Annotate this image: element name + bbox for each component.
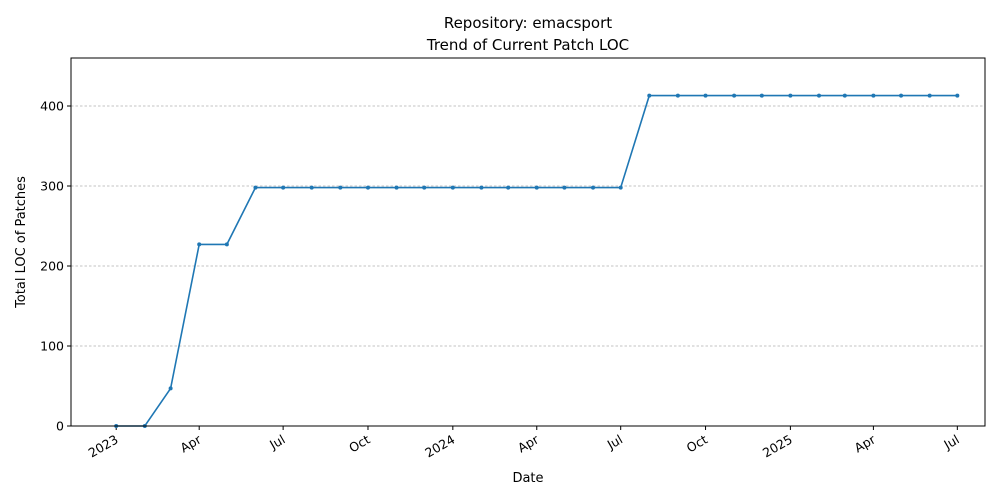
data-point [168,386,173,391]
data-point [422,185,427,190]
x-tick-label: Apr [515,431,542,455]
data-point [197,242,202,247]
x-axis-ticks: 2023 Apr Jul Oct 2024 Apr Jul Oct 2025 Apr Jul [86,426,962,461]
data-point [899,93,904,98]
chart-title-line1: Repository: emacsport [444,14,612,32]
x-tick-label: Jul [266,432,287,453]
data-point [534,185,539,190]
data-point [871,93,876,98]
x-tick-label: Apr [852,431,879,455]
data-point [788,93,793,98]
plot-frame [70,57,986,427]
data-point [506,185,511,190]
data-point [224,242,229,247]
data-point [927,93,932,98]
data-point [479,185,484,190]
x-tick-label: Jul [940,432,961,453]
x-tick-label: Apr [177,431,204,455]
y-tick-label: 400 [40,99,64,114]
y-axis-label: Total LOC of Patches [14,176,29,309]
data-series [114,93,960,428]
x-tick-label: Jul [604,432,625,453]
data-point [338,185,343,190]
y-tick-label: 300 [40,179,64,194]
x-tick-label: Oct [684,432,710,456]
data-point [675,93,680,98]
data-point [759,93,764,98]
y-axis-ticks: 0 100 200 300 400 [40,99,71,434]
x-tick-label: 2025 [760,432,795,461]
data-point [450,185,455,190]
data-point [816,93,821,98]
data-point [842,93,847,98]
series-line [116,94,958,427]
data-point [365,185,370,190]
data-point [618,185,623,190]
chart-title-line2: Trend of Current Patch LOC [426,36,629,54]
x-axis-label: Date [512,471,543,486]
data-point [955,93,960,98]
data-point [253,185,258,190]
grid-lines [71,105,985,347]
x-tick-label: 2023 [86,432,121,461]
data-point [647,93,652,98]
data-point [732,93,737,98]
data-point [281,185,286,190]
data-point [703,93,708,98]
data-point [562,185,567,190]
y-tick-label: 0 [56,419,64,434]
x-tick-label: Oct [346,432,372,456]
y-tick-label: 200 [40,259,64,274]
x-tick-label: 2024 [422,432,457,461]
data-point [394,185,399,190]
data-point [591,185,596,190]
data-point [309,185,314,190]
y-tick-label: 100 [40,339,64,354]
